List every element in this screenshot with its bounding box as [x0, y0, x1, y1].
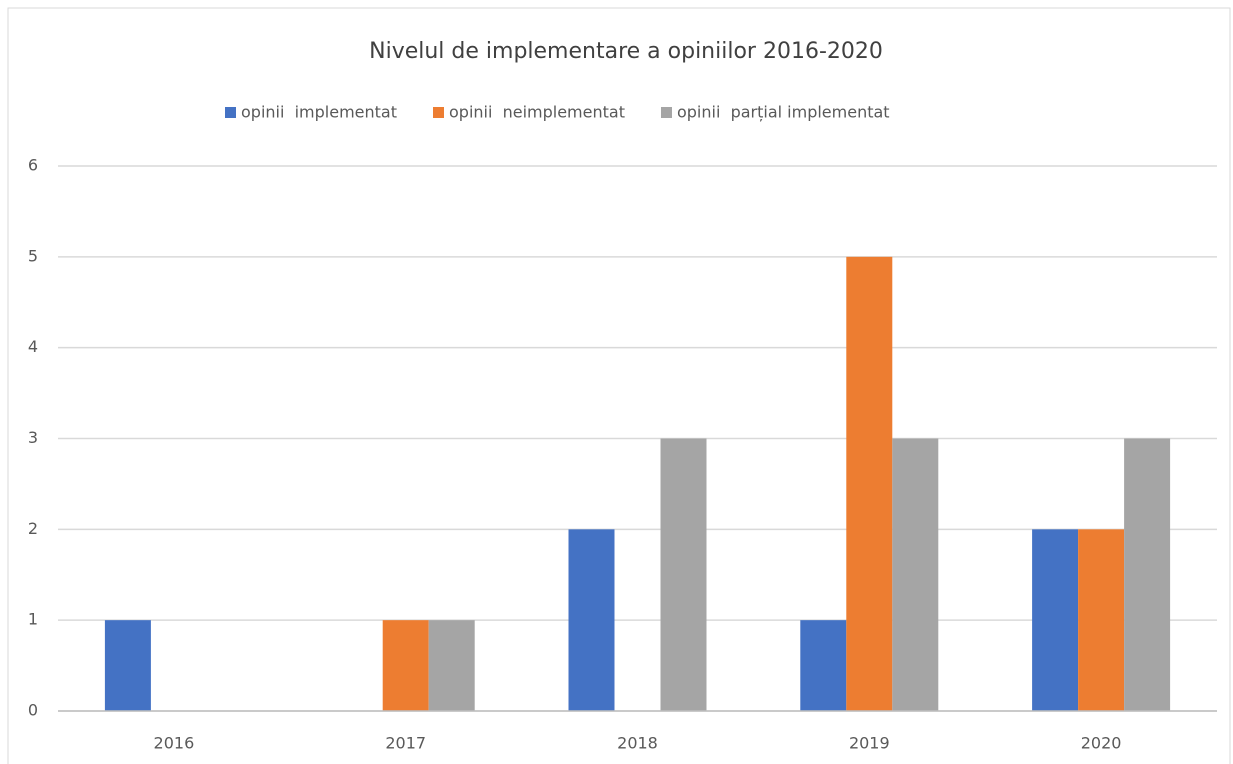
- y-tick-label: 0: [28, 701, 38, 720]
- y-tick-label: 3: [28, 428, 38, 447]
- y-tick-label: 5: [28, 246, 38, 265]
- bar: [1124, 438, 1171, 711]
- y-tick-label: 4: [28, 337, 38, 356]
- legend-label: opinii neimplementat: [449, 103, 625, 122]
- legend-swatch: [660, 107, 672, 118]
- legend-label: opinii implementat: [241, 103, 397, 122]
- bar: [660, 438, 707, 711]
- chart-title: Nivelul de implementare a opiniilor 2016…: [369, 39, 883, 64]
- chart-border: [7, 7, 1231, 764]
- y-tick-label: 6: [28, 156, 38, 175]
- x-tick-label: 2020: [1081, 734, 1122, 753]
- y-tick-label: 1: [28, 610, 38, 629]
- bar: [892, 438, 939, 711]
- bar: [800, 620, 847, 711]
- legend-swatch: [433, 107, 444, 118]
- bar: [104, 620, 151, 711]
- x-tick-label: 2016: [154, 734, 195, 753]
- x-tick-label: 2019: [849, 734, 890, 753]
- y-tick-label: 2: [28, 519, 38, 538]
- bar: [1032, 529, 1079, 711]
- bar: [382, 620, 429, 711]
- bar: [568, 529, 615, 711]
- x-tick-label: 2018: [617, 734, 658, 753]
- bar: [1078, 529, 1125, 711]
- legend-swatch: [225, 107, 236, 118]
- bar: [428, 620, 475, 711]
- x-tick-label: 2017: [385, 734, 426, 753]
- bar: [846, 256, 893, 711]
- legend-label: opinii parțial implementat: [677, 103, 890, 122]
